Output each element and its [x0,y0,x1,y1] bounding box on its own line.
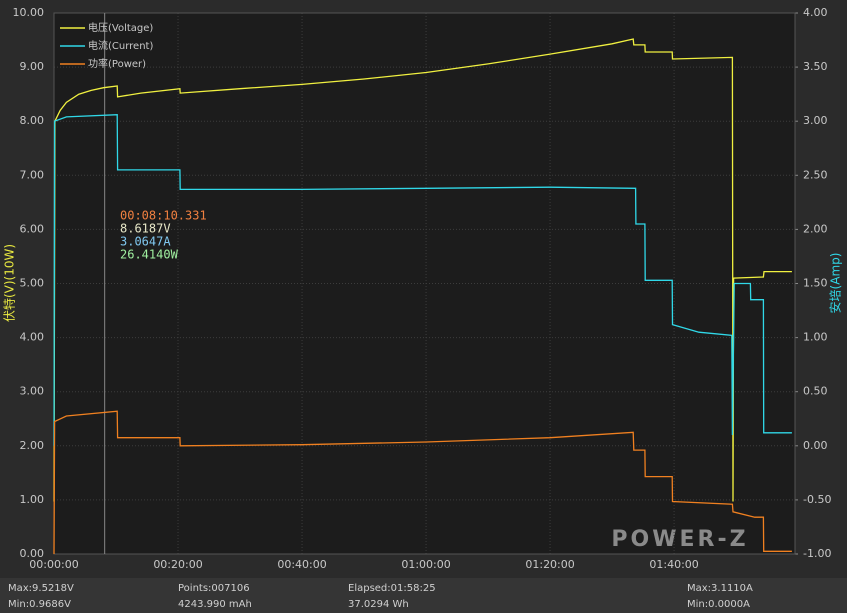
x-tick-label: 00:20:00 [153,558,202,571]
legend-label: 电压(Voltage) [88,21,153,34]
logo: POWER-Z [611,527,748,552]
cursor-readout: 00:08:10.331 [120,209,207,223]
x-tick-label: 00:40:00 [277,558,326,571]
cursor-readout: 8.6187V [120,222,171,236]
y-tick-label: 3.00 [20,385,45,398]
legend-label: 功率(Power) [88,57,146,70]
y2-tick-label: 0.50 [803,385,828,398]
y-tick-label: 9.00 [20,60,45,73]
status-text: Points:007106 [178,583,250,594]
y2-tick-label: 1.00 [803,331,828,344]
cursor-readout: 3.0647A [120,235,171,249]
cursor-readout: 26.4140W [120,248,179,262]
y-tick-label: 2.00 [20,439,45,452]
legend-label: 电流(Current) [88,39,153,52]
y2-axis-label: 安培(Amp) [828,253,843,314]
y2-tick-label: -1.00 [803,547,831,560]
status-text: Min:0.9686V [8,599,71,610]
status-text: Max:9.5218V [8,583,74,594]
x-tick-label: 01:40:00 [649,558,698,571]
x-tick-label: 01:20:00 [525,558,574,571]
y-tick-label: 10.00 [13,6,45,19]
series-line [53,410,792,555]
y-tick-label: 4.00 [20,331,45,344]
status-text: Min:0.0000A [687,599,750,610]
y2-tick-label: 1.50 [803,277,828,290]
y2-tick-label: 2.50 [803,168,828,181]
status-bar [0,578,847,613]
y2-tick-label: 3.00 [803,114,828,127]
status-text: Max:3.1110A [687,583,753,594]
status-text: 4243.990 mAh [178,599,252,610]
y2-tick-label: 2.00 [803,222,828,235]
x-tick-label: 00:00:00 [29,558,78,571]
y2-tick-label: -0.50 [803,493,831,506]
y-tick-label: 5.00 [20,277,45,290]
y2-tick-label: 3.50 [803,60,828,73]
status-text: Elapsed:01:58:25 [348,583,436,594]
series-line [53,38,792,502]
y-axis-label: 伏特(V)(10W) [2,244,17,322]
y-tick-label: 8.00 [20,114,45,127]
y-tick-label: 6.00 [20,222,45,235]
y-tick-label: 1.00 [20,493,45,506]
x-tick-label: 01:00:00 [401,558,450,571]
series-line [53,114,792,446]
status-text: 37.0294 Wh [348,599,409,610]
y-tick-label: 0.00 [20,547,45,560]
y-tick-label: 7.00 [20,168,45,181]
y2-tick-label: 4.00 [803,6,828,19]
y2-tick-label: 0.00 [803,439,828,452]
